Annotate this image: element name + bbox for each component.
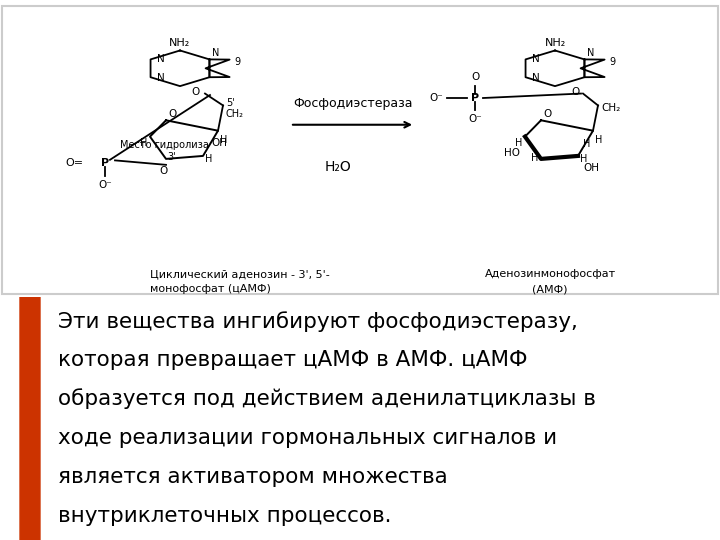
Text: 9: 9 <box>610 57 616 67</box>
FancyBboxPatch shape <box>2 6 718 294</box>
Text: Фосфодиэстераза: Фосфодиэстераза <box>293 97 413 110</box>
Text: O⁻: O⁻ <box>98 180 112 190</box>
Text: NH₂: NH₂ <box>169 37 191 48</box>
Text: N: N <box>212 48 220 58</box>
Text: O⁻: O⁻ <box>429 93 443 103</box>
Text: HO: HO <box>504 148 520 159</box>
Text: N: N <box>588 48 595 58</box>
Text: P: P <box>101 158 109 168</box>
Text: H: H <box>595 135 603 145</box>
Text: O: O <box>160 166 168 177</box>
Text: O: O <box>471 72 479 82</box>
Text: N: N <box>532 73 540 83</box>
Text: H: H <box>583 139 590 150</box>
Text: H: H <box>205 154 212 165</box>
Text: H: H <box>515 138 522 148</box>
Text: OH: OH <box>211 138 227 149</box>
Text: H: H <box>580 154 588 165</box>
Text: O: O <box>192 87 200 97</box>
Text: ходе реализации гормональных сигналов и: ходе реализации гормональных сигналов и <box>58 428 557 448</box>
Text: O: O <box>543 109 552 119</box>
Text: N: N <box>158 53 165 64</box>
Text: CH₂: CH₂ <box>601 103 620 113</box>
Text: OH: OH <box>583 163 599 173</box>
Circle shape <box>20 0 40 540</box>
Text: P: P <box>471 93 479 103</box>
Text: которая превращает цАМФ в АМФ. цАМФ: которая превращает цАМФ в АМФ. цАМФ <box>58 350 528 370</box>
Text: является активатором множества: является активатором множества <box>58 467 448 487</box>
Text: H: H <box>140 138 147 148</box>
Text: H₂O: H₂O <box>324 160 351 174</box>
Text: N: N <box>532 53 540 64</box>
Text: Место гидролиза: Место гидролиза <box>120 140 209 150</box>
Text: H: H <box>531 153 538 163</box>
Text: внутриклеточных процессов.: внутриклеточных процессов. <box>58 505 392 526</box>
Text: Аденозинмонофосфат: Аденозинмонофосфат <box>485 269 616 279</box>
Text: O: O <box>168 109 176 119</box>
Text: NH₂: NH₂ <box>544 37 566 48</box>
Text: 9: 9 <box>235 57 240 67</box>
Text: Эти вещества ингибируют фосфодиэстеразу,: Эти вещества ингибируют фосфодиэстеразу, <box>58 311 578 332</box>
Text: 3': 3' <box>167 152 176 163</box>
Text: O: O <box>572 87 580 97</box>
Text: (АМФ): (АМФ) <box>532 284 568 294</box>
Text: монофосфат (цАМФ): монофосфат (цАМФ) <box>150 284 271 294</box>
Text: 5'
CH₂: 5' CH₂ <box>226 98 244 119</box>
Text: H: H <box>220 135 228 145</box>
Text: O=: O= <box>65 158 83 168</box>
Text: O⁻: O⁻ <box>468 114 482 124</box>
Text: N: N <box>158 73 165 83</box>
Text: Циклический аденозин - 3', 5'-: Циклический аденозин - 3', 5'- <box>150 269 330 279</box>
Text: образуется под действием аденилатциклазы в: образуется под действием аденилатциклазы… <box>58 389 596 409</box>
